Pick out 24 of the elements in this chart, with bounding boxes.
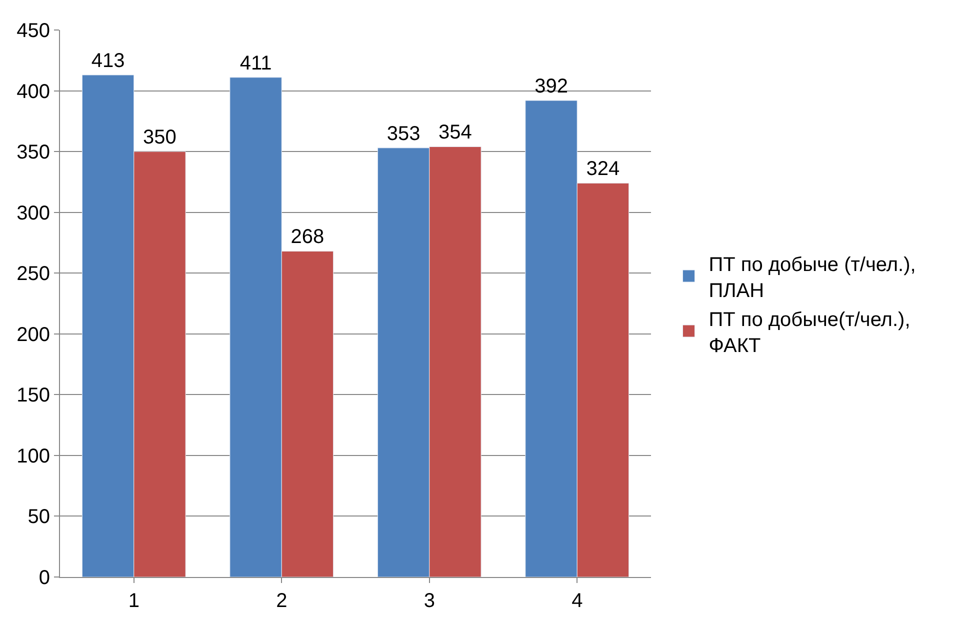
y-tick-label: 50 <box>28 506 50 528</box>
legend-label: ПТ по добыче(т/чел.), ФАКТ <box>708 308 910 357</box>
data-label: 413 <box>91 50 125 72</box>
y-tick-label: 400 <box>16 80 50 103</box>
data-label: 350 <box>143 126 176 149</box>
data-label: 354 <box>438 122 472 144</box>
data-label: 392 <box>534 76 568 98</box>
y-tick-label: 200 <box>16 324 50 346</box>
x-tick-label: 4 <box>572 590 583 612</box>
y-tick-label: 100 <box>16 445 50 468</box>
y-tick-label: 150 <box>16 384 50 407</box>
y-tick-label: 250 <box>16 263 50 286</box>
x-tick-label: 1 <box>128 590 140 612</box>
y-tick-label: 450 <box>16 20 50 42</box>
x-tick-label: 3 <box>424 590 435 612</box>
data-label: 324 <box>586 158 620 180</box>
data-label: 268 <box>290 226 324 248</box>
legend-label: ПТ по добыче (т/чел.), ПЛАН <box>708 254 916 302</box>
x-tick-label: 2 <box>276 590 288 612</box>
data-label: 411 <box>240 52 272 74</box>
y-tick-label: 300 <box>16 202 50 224</box>
data-label: 353 <box>386 122 420 145</box>
y-tick-label: 350 <box>16 142 50 164</box>
y-tick-label: 0 <box>38 567 50 589</box>
